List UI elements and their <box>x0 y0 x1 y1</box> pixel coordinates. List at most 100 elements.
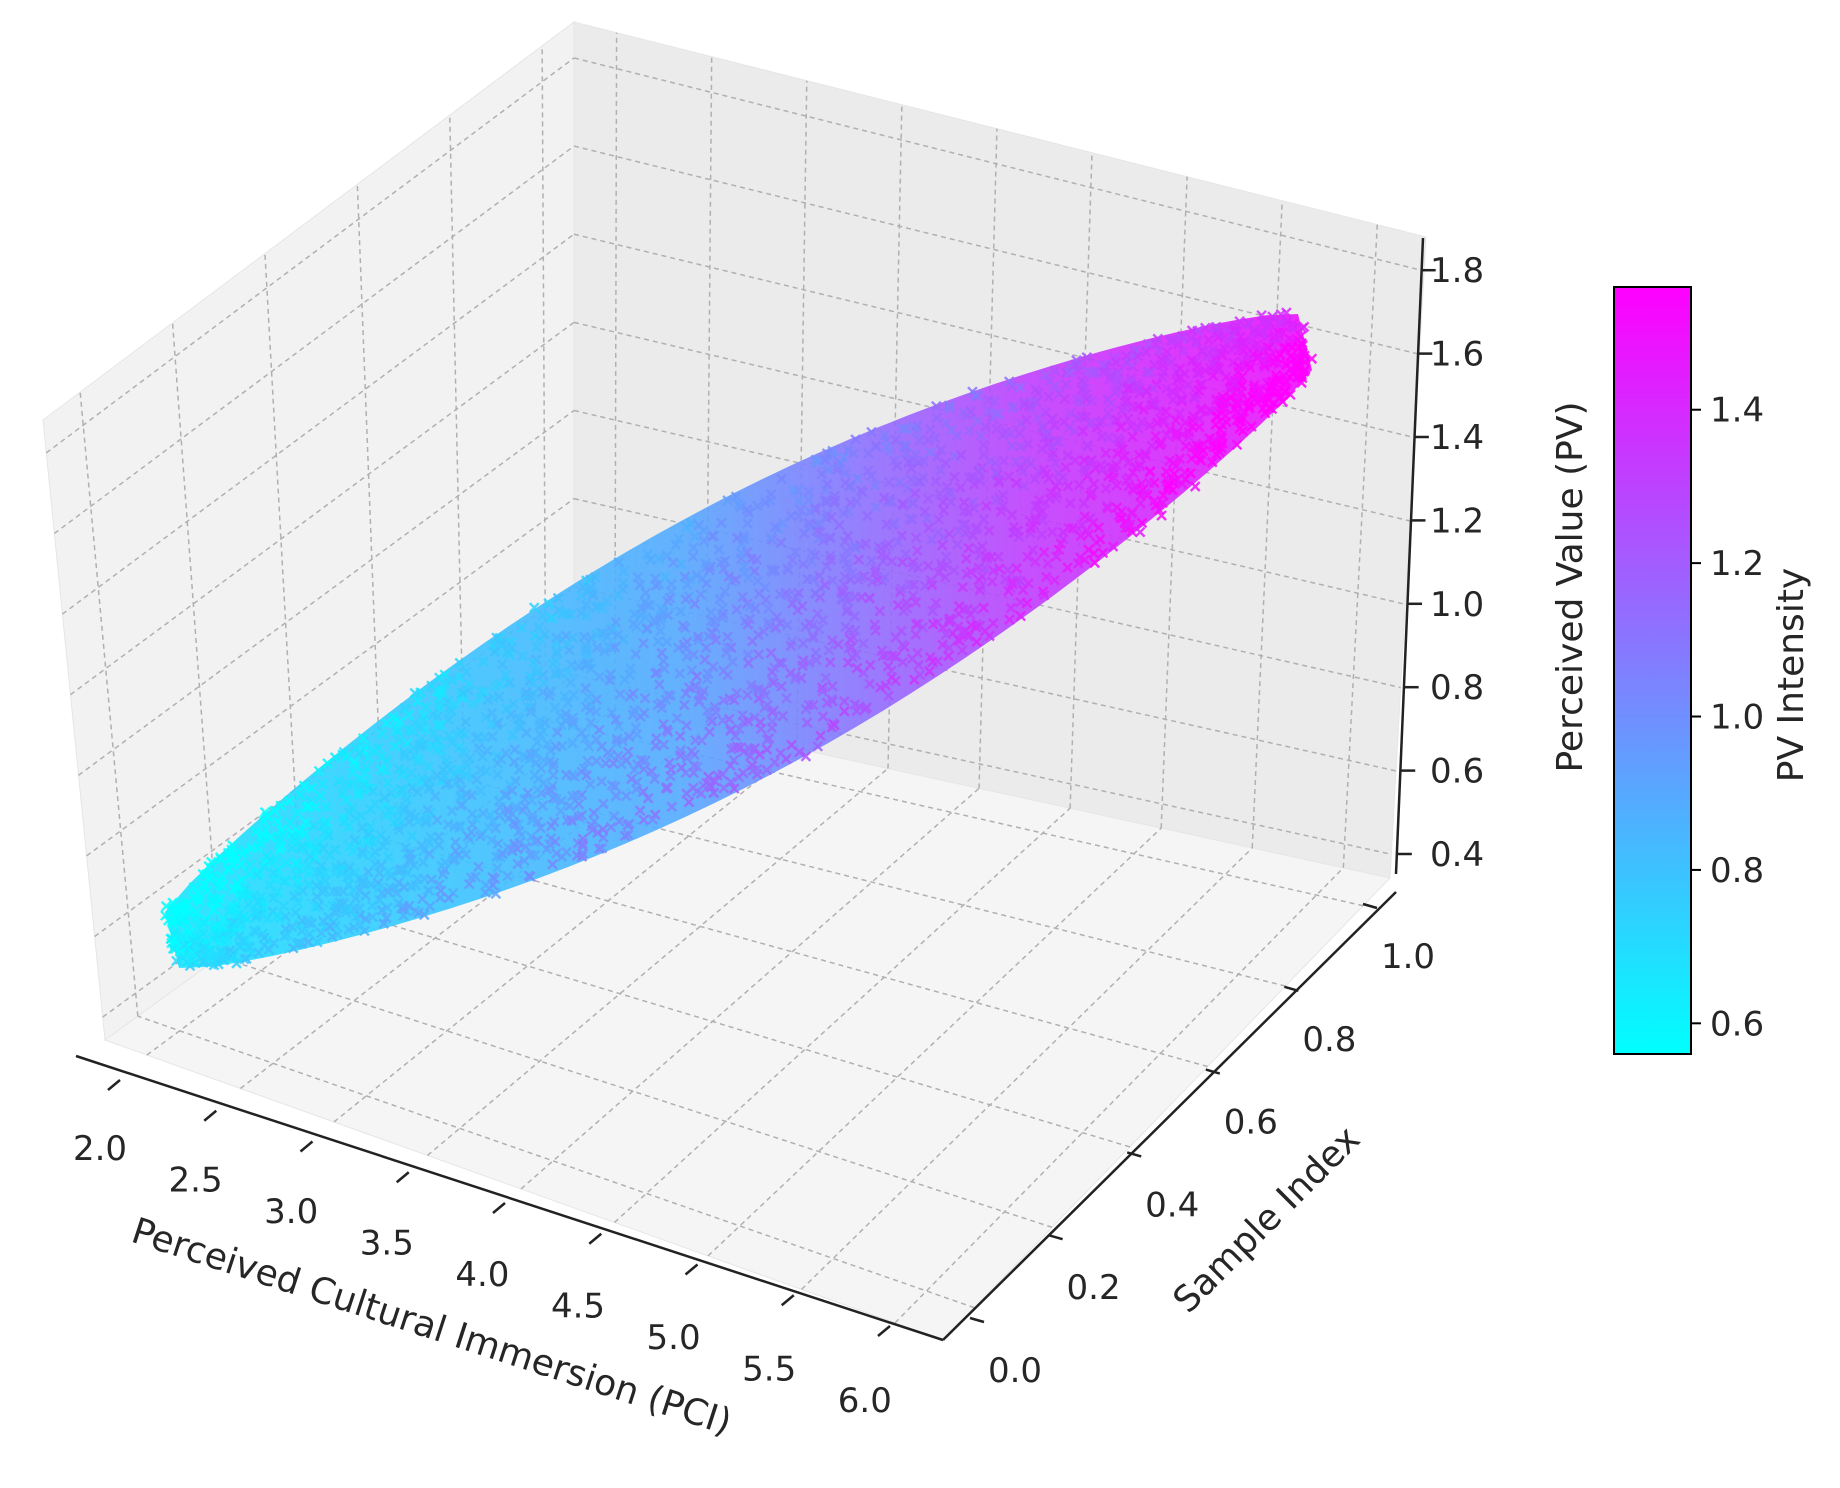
data-point <box>1221 337 1233 349</box>
data-point <box>378 918 390 929</box>
data-point <box>601 595 613 607</box>
data-point <box>713 544 725 555</box>
data-point <box>1029 514 1041 526</box>
data-point <box>855 572 867 583</box>
data-point <box>823 644 835 656</box>
data-point <box>467 698 478 709</box>
data-point <box>705 615 717 626</box>
data-point <box>955 482 966 493</box>
data-point <box>580 640 592 652</box>
data-point <box>446 805 458 817</box>
data-point <box>818 535 829 546</box>
data-point <box>394 716 406 727</box>
data-point <box>261 850 273 862</box>
data-point <box>433 698 445 710</box>
data-point <box>550 668 562 680</box>
data-point <box>897 556 908 568</box>
data-point <box>924 666 935 677</box>
data-point <box>508 756 520 768</box>
data-point <box>1079 511 1091 522</box>
data-point <box>785 640 797 652</box>
data-point <box>1298 321 1310 333</box>
pane-gridline-z <box>53 145 575 535</box>
data-point <box>280 857 292 868</box>
data-point <box>1263 342 1275 353</box>
data-point <box>698 524 709 536</box>
x-tick-label: 2.5 <box>169 1161 223 1201</box>
data-point <box>446 705 457 717</box>
data-point <box>1002 564 1014 576</box>
data-point <box>606 707 618 719</box>
data-point <box>958 506 970 517</box>
data-point <box>1020 455 1032 467</box>
data-point <box>544 838 555 850</box>
data-point <box>442 695 454 707</box>
data-point <box>1003 376 1015 387</box>
data-point <box>320 801 332 813</box>
data-point <box>826 721 838 733</box>
data-point <box>539 717 551 729</box>
data-point <box>937 639 948 651</box>
data-point <box>597 823 609 835</box>
data-point <box>493 795 505 807</box>
data-point <box>346 802 358 814</box>
data-point <box>911 426 923 438</box>
data-point <box>838 696 850 707</box>
data-point <box>1210 419 1222 431</box>
data-point <box>1032 412 1044 424</box>
data-point <box>753 629 764 641</box>
data-point <box>949 471 960 483</box>
data-point <box>292 897 304 909</box>
data-point <box>389 740 401 752</box>
data-point <box>167 918 179 930</box>
data-point <box>561 769 572 781</box>
data-point <box>777 710 789 722</box>
data-point <box>585 717 597 729</box>
data-point <box>353 786 365 798</box>
data-point <box>870 563 882 575</box>
data-point <box>306 782 317 794</box>
data-point <box>1136 517 1148 529</box>
z-axis-label: Perceived Value (PV) <box>1550 401 1591 772</box>
data-point <box>847 651 858 663</box>
data-point <box>329 751 341 763</box>
data-point <box>1253 327 1265 339</box>
data-point <box>446 737 458 749</box>
data-point <box>1182 379 1194 391</box>
data-point <box>743 657 754 669</box>
data-point <box>927 656 938 668</box>
data-point <box>423 761 434 772</box>
data-point <box>1087 367 1098 379</box>
data-point <box>394 805 405 817</box>
data-point <box>986 576 998 587</box>
colorbar-tick-label: 1.2 <box>1710 544 1764 584</box>
data-point <box>198 917 210 929</box>
data-point <box>452 764 464 776</box>
data-point <box>849 610 861 622</box>
data-point <box>1005 428 1017 439</box>
data-point <box>691 570 703 581</box>
data-point <box>931 412 943 424</box>
data-point <box>496 659 508 670</box>
data-point <box>1021 414 1032 426</box>
data-point <box>404 809 415 821</box>
data-point <box>801 717 813 729</box>
data-point <box>883 538 894 550</box>
data-point <box>271 816 283 827</box>
data-point <box>1005 602 1017 614</box>
data-point <box>1193 421 1205 433</box>
data-point <box>268 892 279 904</box>
data-point <box>1234 315 1245 327</box>
data-point <box>840 621 852 633</box>
data-point <box>658 718 669 730</box>
data-point <box>781 692 792 704</box>
data-point <box>1174 453 1186 465</box>
data-point <box>634 805 646 817</box>
data-point <box>581 770 592 781</box>
data-point <box>940 629 952 640</box>
data-point <box>661 636 673 648</box>
data-point <box>403 709 415 721</box>
data-point <box>477 656 489 667</box>
data-point <box>1112 366 1124 378</box>
data-point <box>952 634 964 645</box>
